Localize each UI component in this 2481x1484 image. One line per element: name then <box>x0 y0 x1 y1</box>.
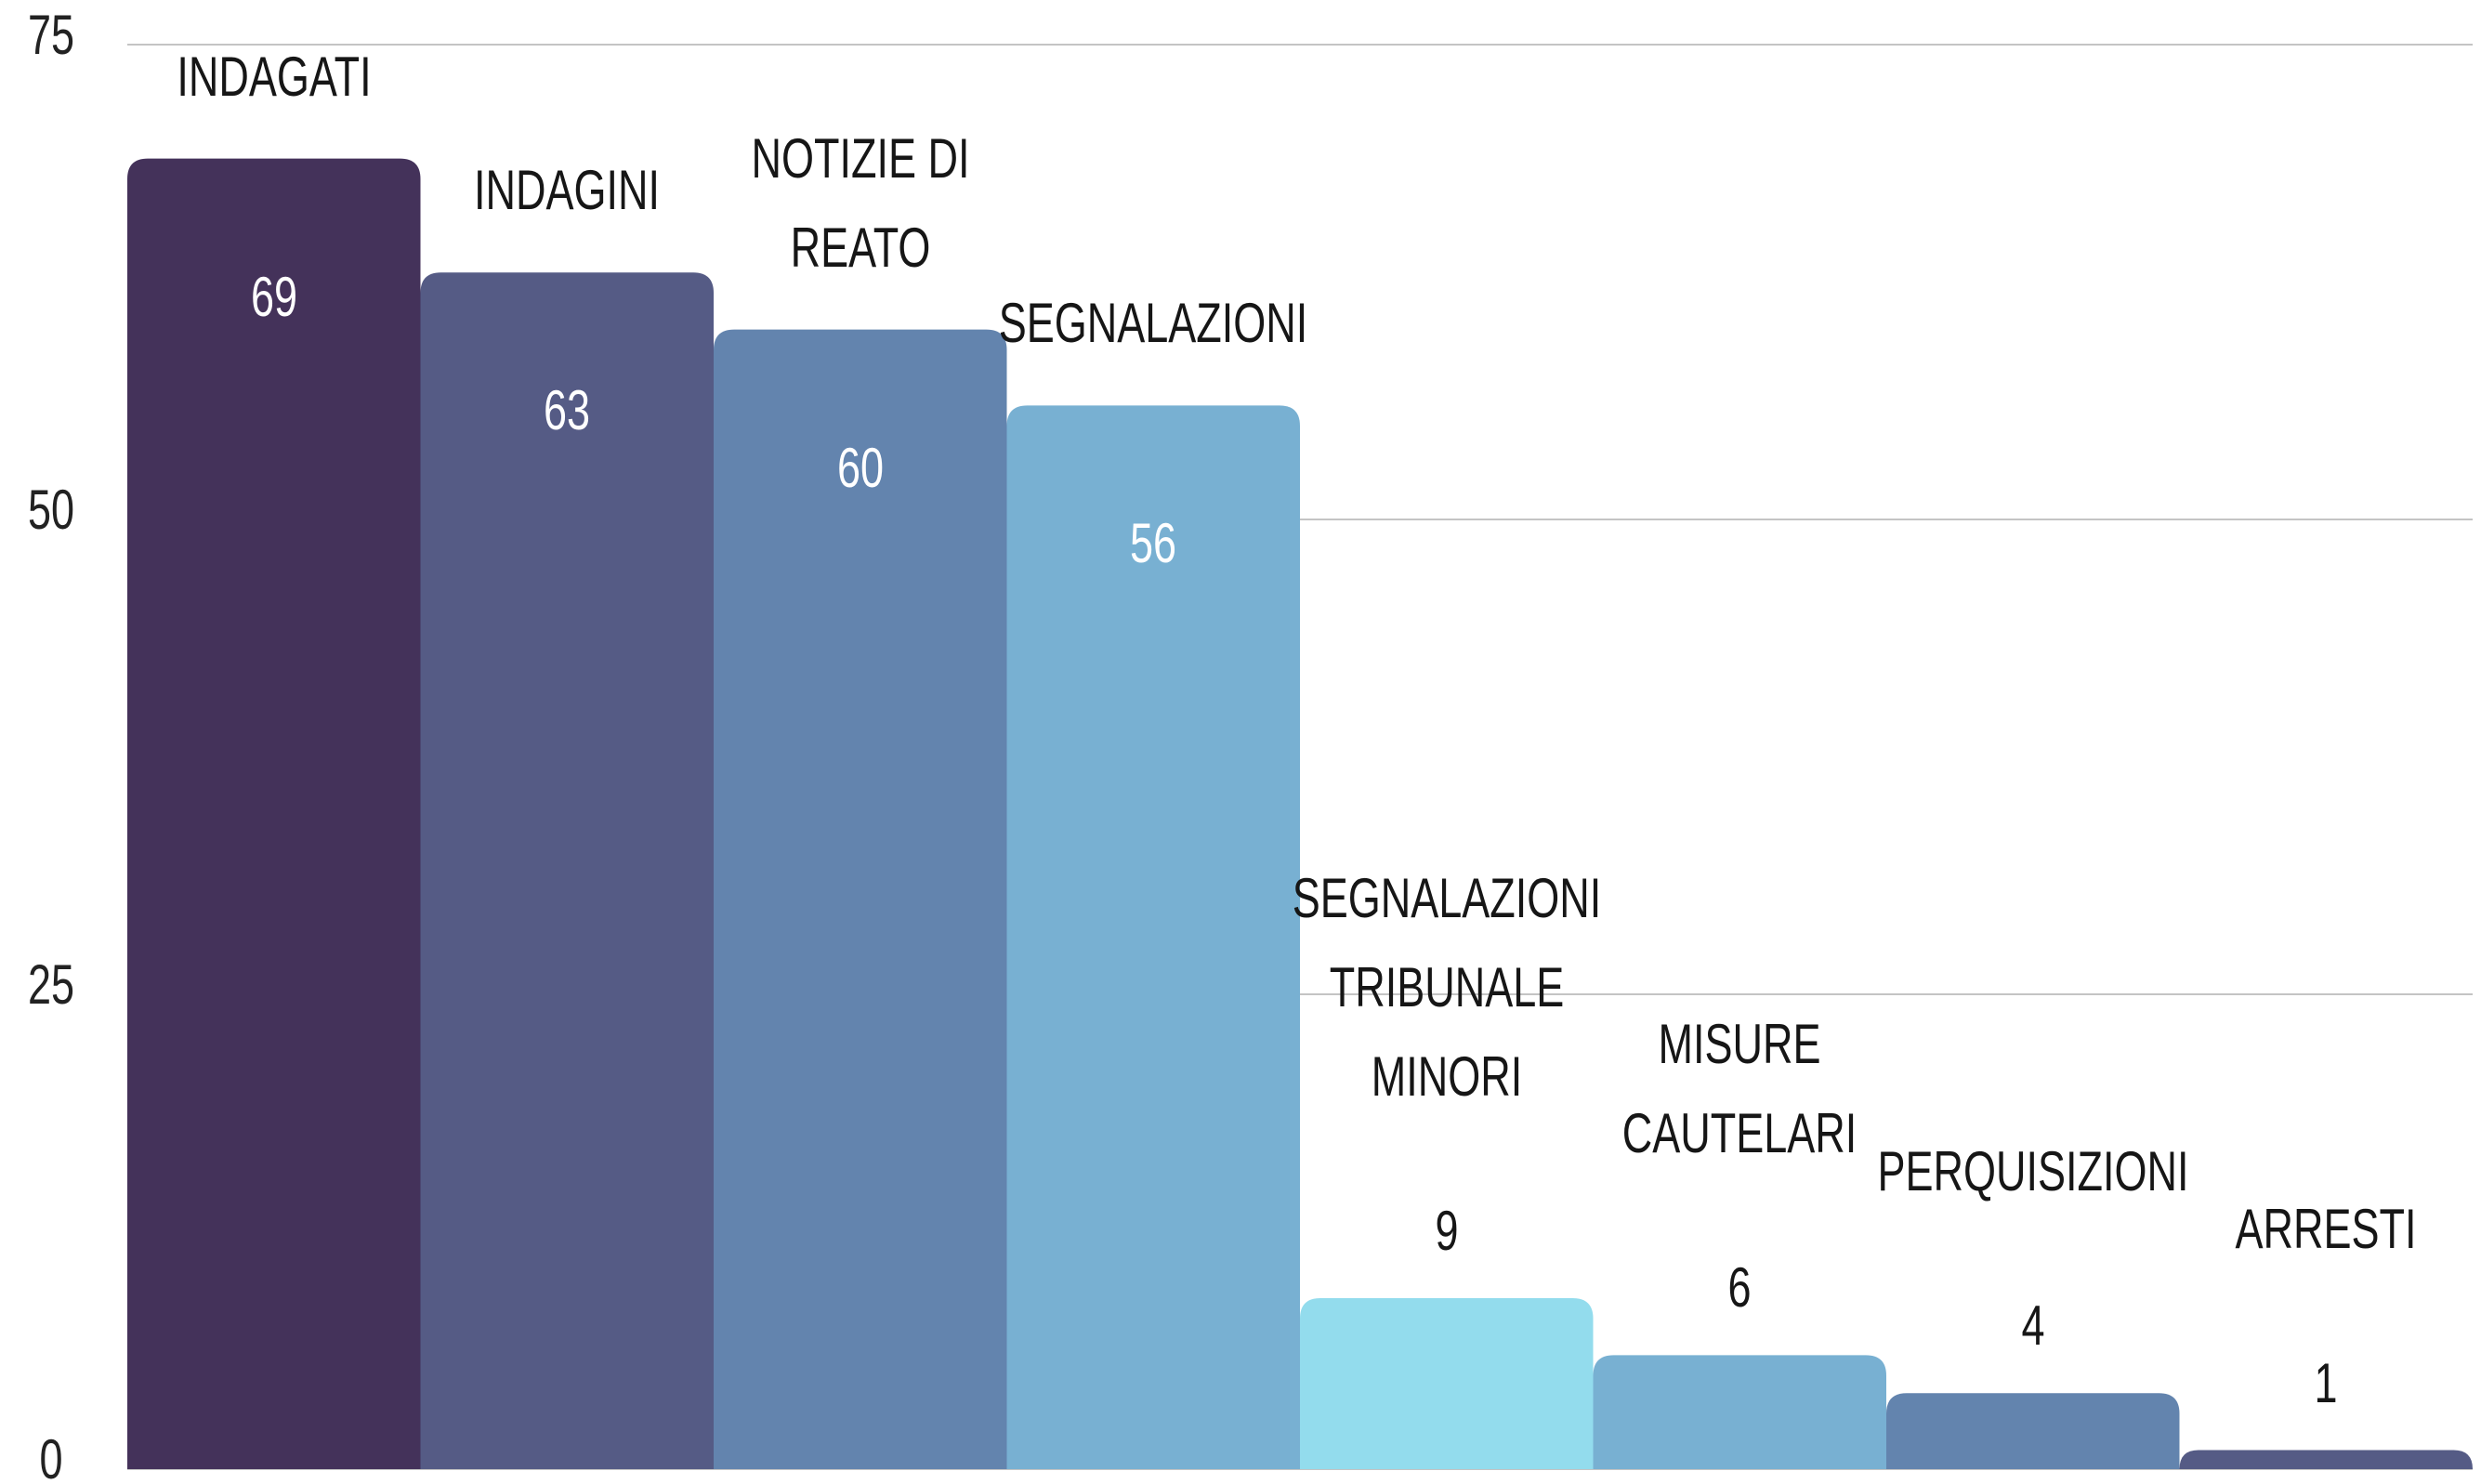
value-label: 6 <box>1727 1256 1752 1320</box>
y-tick-label: 50 <box>28 479 74 542</box>
bar <box>1593 1355 1886 1469</box>
value-label: 69 <box>250 265 297 328</box>
category-label: INDAGATI <box>177 45 372 108</box>
value-label: 9 <box>1435 1200 1459 1263</box>
bar <box>420 272 714 1469</box>
category-label: NOTIZIE DI REATO <box>751 126 970 279</box>
bar <box>1886 1393 2180 1469</box>
y-tick-label: 75 <box>28 5 74 67</box>
category-label: SEGNALAZIONI <box>998 292 1308 355</box>
value-label: 1 <box>2314 1351 2338 1414</box>
category-label: PERQUISIZIONI <box>1877 1140 2189 1203</box>
bar <box>2179 1450 2473 1469</box>
y-tick-label: 0 <box>39 1429 62 1484</box>
value-label: 4 <box>2021 1294 2045 1358</box>
category-label: INDAGINI <box>474 159 661 222</box>
category-label: SEGNALAZIONI TRIBUNALE MINORI <box>1292 867 1602 1109</box>
value-label: 56 <box>1130 512 1177 575</box>
category-label: MISURE CAUTELARI <box>1621 1013 1857 1165</box>
bar <box>1006 405 1300 1469</box>
bar <box>1300 1298 1594 1469</box>
value-label: 63 <box>544 379 591 442</box>
y-tick-label: 25 <box>28 954 74 1017</box>
value-label: 60 <box>836 436 884 499</box>
bar <box>714 329 1007 1470</box>
bar <box>127 158 421 1469</box>
category-label: ARRESTI <box>2235 1197 2417 1260</box>
